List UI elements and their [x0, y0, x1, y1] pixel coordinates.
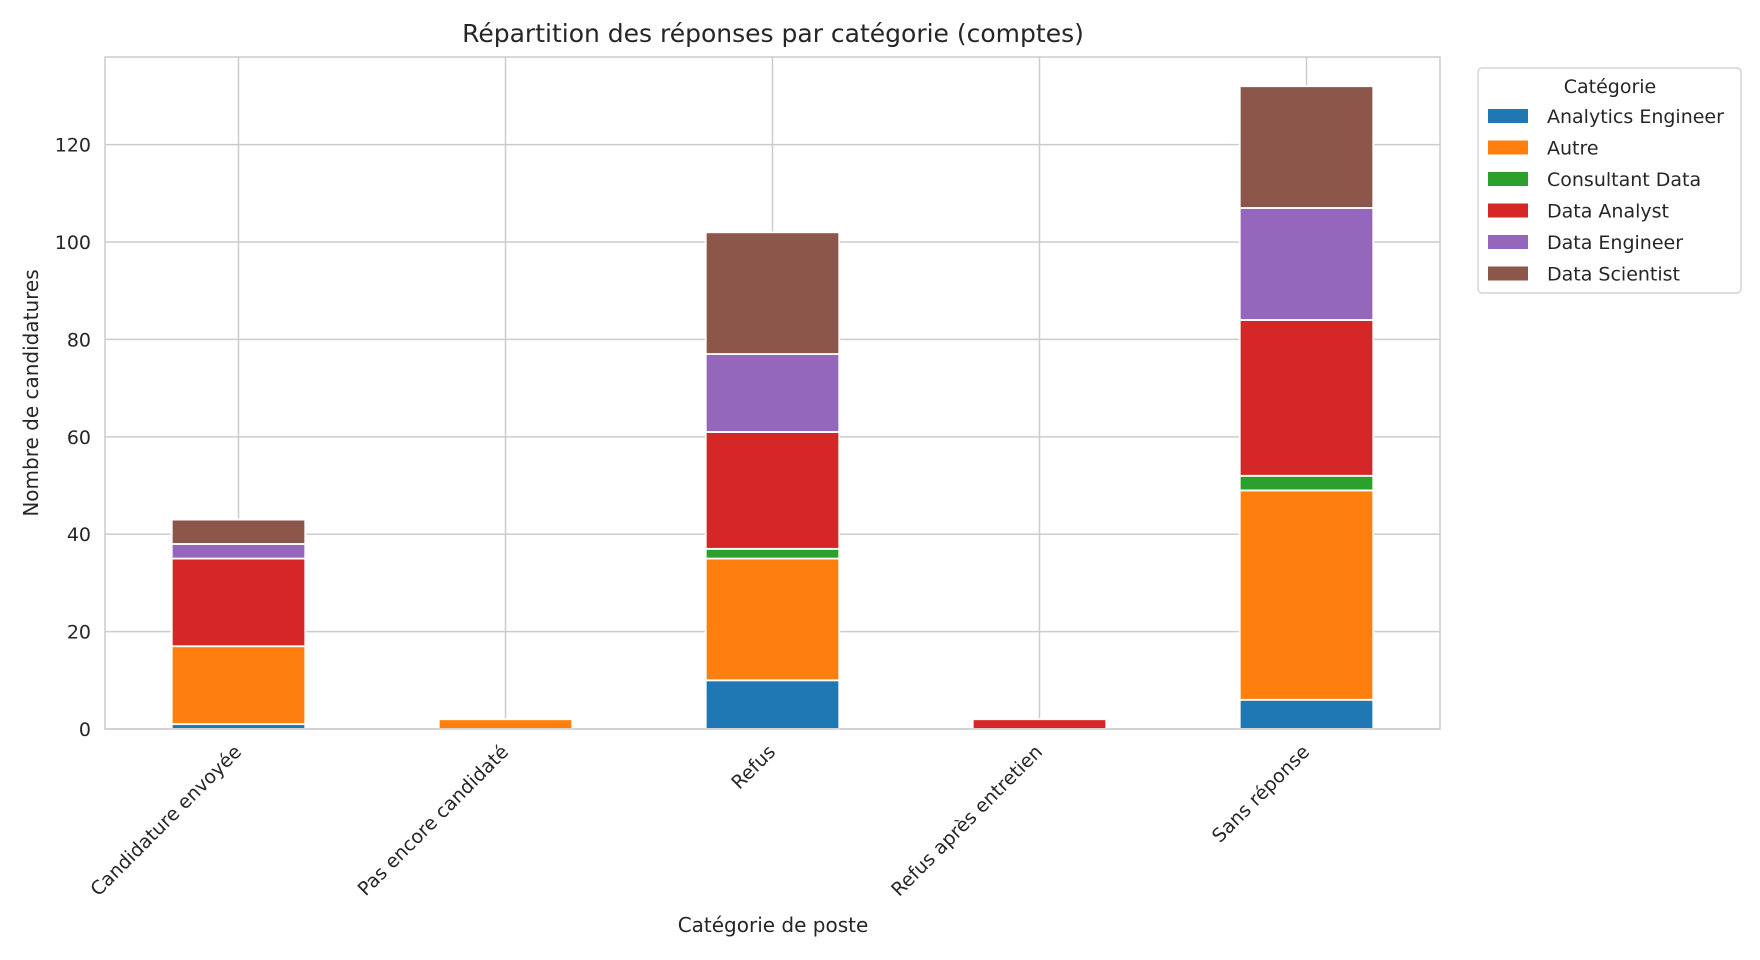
- bar-segment: [704, 231, 841, 355]
- legend-title: Catégorie: [1564, 76, 1657, 98]
- y-tick-label: 0: [79, 719, 91, 741]
- plot-frame: [104, 56, 1441, 730]
- legend-box: [1477, 67, 1742, 294]
- legend-swatch: [1488, 203, 1528, 218]
- bar-segment: [437, 718, 574, 730]
- bar-segment: [1238, 474, 1375, 492]
- bar-segment: [704, 557, 841, 682]
- legend-label: Autre: [1547, 138, 1599, 160]
- legend-label: Consultant Data: [1547, 169, 1701, 191]
- legend-label: Analytics Engineer: [1547, 106, 1724, 128]
- bar-segment: [971, 718, 1108, 730]
- y-tick-label: 80: [67, 329, 91, 351]
- bar-segment: [1238, 489, 1375, 701]
- legend-label: Data Engineer: [1547, 232, 1683, 254]
- legend-swatch: [1488, 109, 1528, 123]
- bar-segment: [704, 547, 841, 560]
- legend-swatch: [1488, 235, 1528, 249]
- y-tick-label: 60: [67, 427, 91, 449]
- bar-segment: [704, 353, 841, 433]
- bar-segment: [704, 679, 841, 730]
- bar-segment: [1238, 698, 1375, 730]
- bar-segment: [1238, 207, 1375, 321]
- bar-segment: [170, 557, 307, 648]
- y-tick-label: 40: [67, 524, 91, 546]
- y-tick-label: 120: [55, 135, 91, 157]
- x-axis-label: Catégorie de poste: [678, 913, 869, 937]
- y-tick-labels: 0 20 40 60 80 100 120: [55, 135, 91, 741]
- y-tick-label: 100: [55, 232, 91, 254]
- bar-segment: [704, 431, 841, 550]
- legend-label: Data Analyst: [1547, 201, 1669, 223]
- chart-title: Répartition des réponses par catégorie (…: [462, 19, 1084, 48]
- bar-segment: [170, 645, 307, 726]
- legend-swatch: [1488, 172, 1528, 186]
- bars: [170, 85, 1375, 730]
- bar-segment: [170, 518, 307, 545]
- y-axis-label: Nombre de candidatures: [19, 269, 43, 516]
- legend-label: Data Scientist: [1547, 264, 1680, 286]
- bar-segment: [170, 543, 307, 560]
- y-tick-label: 20: [67, 622, 91, 644]
- bar-segment: [1238, 85, 1375, 209]
- legend-swatch: [1488, 266, 1528, 281]
- bar-segment: [1238, 319, 1375, 477]
- legend: Catégorie Analytics Engineer Autre Consult…: [1477, 67, 1742, 294]
- legend-items: Analytics Engineer Autre Consultant Data Da…: [1488, 106, 1724, 286]
- legend-swatch: [1488, 140, 1528, 155]
